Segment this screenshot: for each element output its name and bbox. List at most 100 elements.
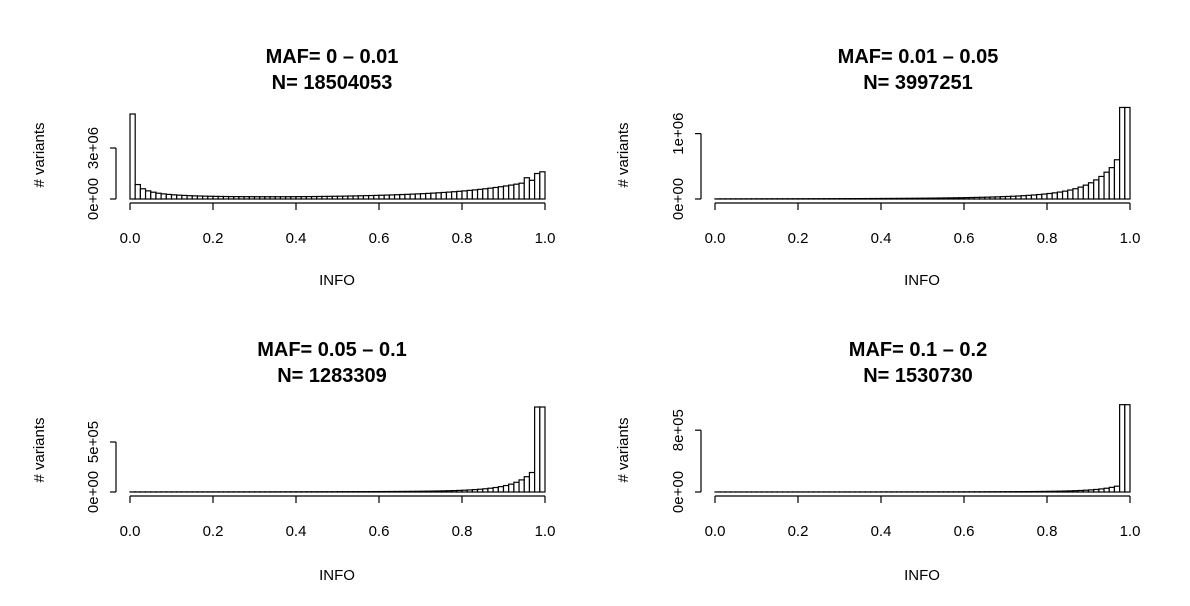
panel-title: MAF= 0 – 0.01 <box>266 46 399 68</box>
histogram-bar <box>539 171 546 200</box>
histogram-bar <box>1124 404 1131 493</box>
histogram-bar <box>399 490 406 493</box>
histogram-bar <box>336 195 344 200</box>
histogram-bar <box>518 182 525 200</box>
x-tick-label: 0.4 <box>286 230 307 247</box>
x-tick-label: 0.6 <box>954 230 975 247</box>
histogram-bar <box>895 197 903 200</box>
histogram-bar <box>1015 195 1022 200</box>
histogram-bar <box>404 490 411 493</box>
x-tick-label: 0.2 <box>203 230 224 247</box>
histogram-bar <box>269 196 276 200</box>
histogram-bar <box>1051 192 1058 200</box>
histogram-bar <box>155 192 162 200</box>
histogram-bar <box>890 197 898 200</box>
histogram-bar <box>1067 189 1074 200</box>
x-tick-label: 0.8 <box>452 523 473 540</box>
histogram-bar <box>259 196 266 200</box>
histogram-bar <box>362 195 370 200</box>
histogram-bar <box>1056 490 1064 493</box>
histogram-bar <box>989 196 996 200</box>
histogram-bar <box>492 186 499 200</box>
histogram-bar <box>388 194 396 200</box>
histogram-bar <box>1108 167 1116 200</box>
x-tick-label: 0.4 <box>286 523 307 540</box>
histogram-bar <box>958 197 965 200</box>
histogram-bar <box>264 196 271 200</box>
histogram-bar <box>456 190 463 200</box>
histogram-bar <box>305 195 313 200</box>
histogram-bar <box>1051 490 1058 493</box>
histogram-bar <box>927 197 934 200</box>
histogram-bar <box>487 487 494 493</box>
histogram-bar <box>1093 179 1100 200</box>
histogram-bar <box>1025 194 1033 200</box>
histogram-bar <box>134 183 141 200</box>
x-tick-label: 0.0 <box>705 230 726 247</box>
histogram-bar <box>1082 489 1090 493</box>
x-tick-label: 0.2 <box>203 523 224 540</box>
histogram-bar <box>1072 490 1079 493</box>
histogram-bar <box>373 194 380 200</box>
histogram-bar <box>539 406 546 493</box>
histogram-bar <box>388 490 396 493</box>
histogram-bar <box>1093 488 1100 493</box>
histogram-bar <box>497 186 505 200</box>
histogram-bar <box>440 191 448 200</box>
x-tick-label: 0.8 <box>1037 230 1058 247</box>
histogram-bar <box>347 195 354 200</box>
panel-title: MAF= 0.01 – 0.05 <box>838 46 999 68</box>
histogram-bar <box>435 490 442 493</box>
histogram-bar <box>1041 490 1048 493</box>
histogram-bar <box>409 490 416 493</box>
histogram-bar <box>534 406 541 493</box>
histogram-bar <box>1098 175 1105 200</box>
histogram-bar <box>1056 191 1064 200</box>
y-tick-label: 0e+00 <box>670 178 687 220</box>
histogram-bar <box>476 488 484 493</box>
x-tick-label: 1.0 <box>1120 523 1141 540</box>
histogram-bar <box>451 191 458 200</box>
panel-subtitle: N= 3997251 <box>863 72 973 94</box>
histogram-bar <box>1036 490 1043 493</box>
histogram-bar <box>1119 404 1126 493</box>
histogram-bar <box>409 193 416 200</box>
histogram-bar <box>1020 195 1027 200</box>
histogram-bar <box>1077 186 1084 200</box>
histogram-bar <box>238 196 245 200</box>
histogram-bar <box>191 195 199 200</box>
histogram-bar <box>513 183 520 200</box>
x-axis-label: INFO <box>904 567 940 584</box>
histogram-bar <box>290 196 297 200</box>
histogram-bar <box>461 190 468 200</box>
panel-subtitle: N= 1530730 <box>863 365 973 387</box>
histogram-bar <box>331 195 339 200</box>
y-tick-label: 1e+06 <box>670 113 687 155</box>
histogram-bar <box>482 188 489 200</box>
histogram-bar <box>445 191 453 200</box>
histogram-bar <box>378 194 385 200</box>
histogram-bar <box>901 197 908 200</box>
panel-subtitle: N= 18504053 <box>272 72 393 94</box>
y-axis-label: # variants <box>31 417 48 482</box>
histogram-bar <box>217 195 224 200</box>
histogram-bar <box>1010 195 1017 200</box>
x-tick-label: 1.0 <box>1120 230 1141 247</box>
histogram-bar <box>451 490 458 493</box>
histogram-bar <box>233 196 240 200</box>
panel-maf-0.01-0.05: MAF= 0.01 – 0.05 N= 3997251 INFO # varia… <box>615 46 1140 289</box>
histogram-bar <box>528 179 536 200</box>
histogram-bar <box>906 197 913 200</box>
histogram-bar <box>139 188 147 200</box>
histogram-bar <box>326 195 333 200</box>
histogram-bar <box>383 194 390 200</box>
histogram-bar <box>492 486 499 493</box>
histogram-bar <box>1041 193 1048 200</box>
histogram-bar <box>932 197 939 200</box>
histogram-bar <box>1108 486 1116 493</box>
histogram-bar <box>285 196 292 200</box>
panel-title: MAF= 0.1 – 0.2 <box>849 339 987 361</box>
histogram-bar <box>1082 184 1090 200</box>
histogram-bar <box>1113 485 1121 493</box>
